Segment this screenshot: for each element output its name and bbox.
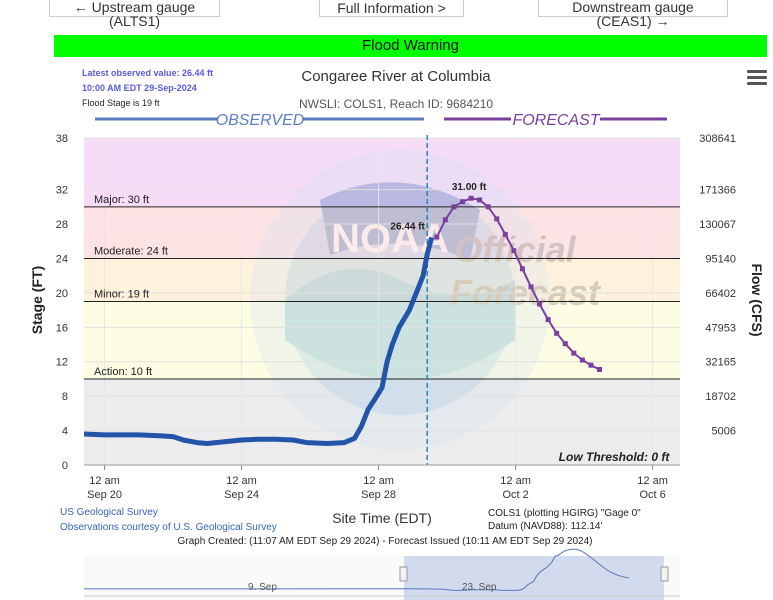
x-axis-title: Site Time (EDT) bbox=[332, 510, 432, 526]
y2-tick-label: 130067 bbox=[699, 219, 736, 231]
datum-line2: Datum (NAVD88): 112.14' bbox=[488, 521, 602, 532]
x-tick-label: 12 am bbox=[637, 475, 668, 487]
chart-title: Congaree River at Columbia bbox=[301, 68, 491, 85]
forecast-point bbox=[468, 195, 474, 201]
x-tick-date: Oct 6 bbox=[639, 489, 665, 501]
flood-category-bands bbox=[84, 138, 680, 465]
y2-axis-title: Flow (CFS) bbox=[749, 263, 765, 336]
forecast-point bbox=[502, 231, 508, 237]
y2-tick-label: 5006 bbox=[712, 426, 736, 438]
y-tick-label: 12 bbox=[56, 357, 68, 369]
forecast-point bbox=[494, 216, 500, 222]
chart-subtitle: NWSLI: COLS1, Reach ID: 9684210 bbox=[299, 97, 493, 111]
category-label-minor: Minor: 19 ft bbox=[94, 289, 149, 301]
upstream-gauge-button[interactable]: ← Upstream gauge (ALTS1) bbox=[49, 0, 220, 28]
forecast-point bbox=[519, 266, 525, 272]
chart-menu-icon[interactable] bbox=[747, 70, 767, 90]
y-tick-label: 4 bbox=[62, 426, 68, 438]
x-tick-date: Sep 24 bbox=[224, 489, 259, 501]
y2-tick-label: 32165 bbox=[705, 357, 736, 369]
latest-observed-value: Latest observed value: 26.44 ft bbox=[82, 68, 213, 78]
latest-observed-time: 10:00 AM EDT 29-Sep-2024 bbox=[82, 83, 197, 93]
forecast-point bbox=[579, 357, 585, 363]
range-navigator[interactable]: 9. Sep 23. Sep bbox=[83, 548, 680, 600]
band-minor bbox=[84, 258, 680, 302]
x-tick-label: 12 am bbox=[89, 475, 120, 487]
y-tick-label: 28 bbox=[56, 219, 68, 231]
y-tick-label: 16 bbox=[56, 322, 68, 334]
y2-tick-label: 171366 bbox=[699, 185, 736, 197]
low-threshold-label: Low Threshold: 0 ft bbox=[559, 450, 671, 464]
flood-stage-text: Flood Stage is 19 ft bbox=[82, 98, 160, 108]
forecast-label: FORECAST bbox=[512, 112, 600, 129]
forecast-point bbox=[451, 204, 457, 210]
y2-tick-label: 308641 bbox=[699, 133, 736, 145]
x-tick-label: 12 am bbox=[226, 475, 257, 487]
y-tick-label: 20 bbox=[56, 288, 68, 300]
downstream-gauge-button[interactable]: Downstream gauge (CEAS1) → bbox=[538, 0, 728, 28]
full-information-button[interactable]: Full Information > bbox=[319, 0, 464, 17]
data-series: 26.44 ft 31.00 ft bbox=[83, 182, 603, 446]
forecast-point bbox=[588, 362, 594, 368]
axes: 0 4 8 12 16 20 24 28 32 38 5006 18702 32165 47953 6640… bbox=[56, 133, 736, 501]
y2-tick-label: 47953 bbox=[705, 322, 736, 334]
forecast-point bbox=[571, 350, 577, 356]
forecast-point bbox=[477, 197, 483, 203]
y-tick-label: 38 bbox=[56, 133, 68, 145]
forecast-point bbox=[562, 341, 568, 347]
forecast-point bbox=[545, 317, 551, 323]
series-line-observed bbox=[83, 236, 435, 446]
forecast-point bbox=[554, 330, 560, 336]
y-axis-title: Stage (FT) bbox=[29, 266, 45, 334]
navigator-selection bbox=[404, 556, 664, 600]
annotation-forecast: 31.00 ft bbox=[452, 182, 487, 193]
graph-created-text: Graph Created: (11:07 AM EDT Sep 29 2024… bbox=[177, 536, 592, 547]
y2-tick-label: 95140 bbox=[705, 253, 736, 265]
usgs-courtesy-link[interactable]: Observations courtesy of U.S. Geological… bbox=[60, 522, 277, 533]
navigator-left-handle[interactable] bbox=[399, 566, 408, 582]
datum-line1: COLS1 (plotting HGIRG) "Gage 0" bbox=[488, 508, 641, 519]
x-tick-label: 12 am bbox=[500, 475, 531, 487]
usgs-link[interactable]: US Geological Survey bbox=[60, 507, 158, 518]
y2-tick-label: 18702 bbox=[705, 391, 736, 403]
category-label-moderate: Moderate: 24 ft bbox=[94, 245, 168, 257]
y-tick-label: 24 bbox=[56, 253, 68, 265]
forecast-point bbox=[485, 204, 491, 210]
y-tick-label: 8 bbox=[62, 391, 68, 403]
annotation-observed: 26.44 ft bbox=[390, 221, 425, 232]
navigator-label-2: 23. Sep bbox=[462, 582, 497, 593]
category-lines: Major: 30 ft Moderate: 24 ft Minor: 19 ft A… bbox=[84, 135, 680, 465]
forecast-point bbox=[528, 284, 534, 290]
category-label-major: Major: 30 ft bbox=[94, 194, 149, 206]
forecast-point bbox=[537, 301, 543, 307]
forecast-point bbox=[459, 199, 465, 205]
forecast-point bbox=[597, 366, 603, 372]
flood-warning-banner: Flood Warning bbox=[54, 35, 767, 57]
x-tick-date: Sep 28 bbox=[361, 489, 396, 501]
x-tick-date: Sep 20 bbox=[87, 489, 122, 501]
observed-label: OBSERVED bbox=[216, 112, 305, 129]
band-below bbox=[84, 378, 680, 465]
band-action bbox=[84, 301, 680, 379]
forecast-point bbox=[511, 248, 517, 254]
category-label-action: Action: 10 ft bbox=[94, 366, 152, 378]
band-moderate bbox=[84, 206, 680, 259]
x-tick-date: Oct 2 bbox=[502, 489, 528, 501]
band-major bbox=[84, 138, 680, 207]
forecast-point bbox=[434, 234, 440, 240]
y-tick-label: 32 bbox=[56, 185, 68, 197]
navigator-right-handle[interactable] bbox=[660, 566, 669, 582]
x-tick-label: 12 am bbox=[363, 475, 394, 487]
forecast-point bbox=[442, 217, 448, 223]
navigator-label-1: 9. Sep bbox=[248, 582, 277, 593]
y-tick-label: 0 bbox=[62, 460, 68, 472]
y2-tick-label: 66402 bbox=[705, 288, 736, 300]
